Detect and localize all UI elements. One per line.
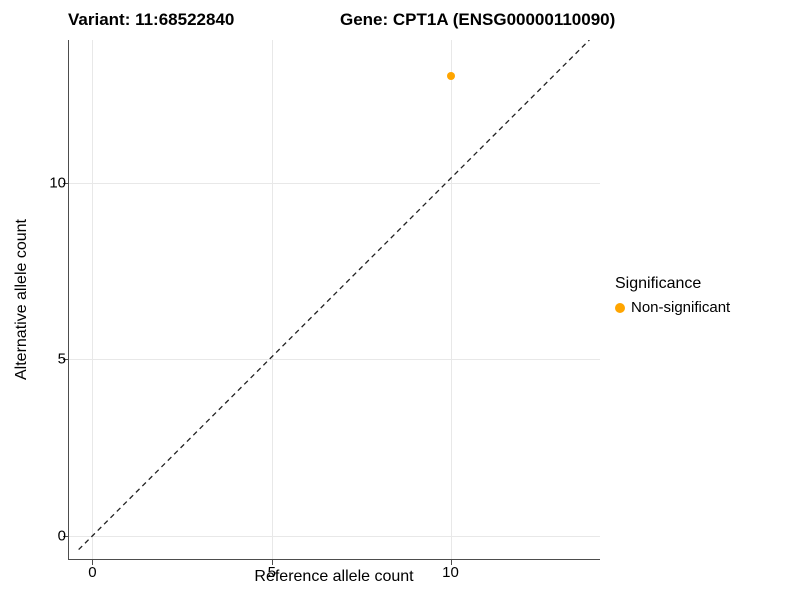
legend-title: Significance [615,275,785,293]
plot-area: 0 5 10 0 5 10 [68,40,600,560]
legend-label-non-significant: Non-significant [631,299,730,316]
y-tick-label-5: 5 [40,351,66,368]
legend-panel: Significance Non-significant [615,275,785,316]
x-axis-line [68,559,600,560]
y-tick-label-10: 10 [40,175,66,192]
reference-diagonal-line [68,40,600,560]
scatter-plot-container: Variant: 11:68522840 Gene: CPT1A (ENSG00… [0,0,800,600]
y-axis-title: Alternative allele count [12,40,32,560]
x-axis-title: Reference allele count [68,568,600,586]
chart-title-gene: Gene: CPT1A (ENSG00000110090) [340,10,615,30]
legend-item-non-significant[interactable]: Non-significant [615,299,785,316]
y-tick-label-0: 0 [40,528,66,545]
data-point-non-significant[interactable] [447,72,455,80]
chart-title-variant: Variant: 11:68522840 [68,10,234,30]
y-axis-line [68,40,69,560]
legend-swatch-non-significant [615,303,625,313]
